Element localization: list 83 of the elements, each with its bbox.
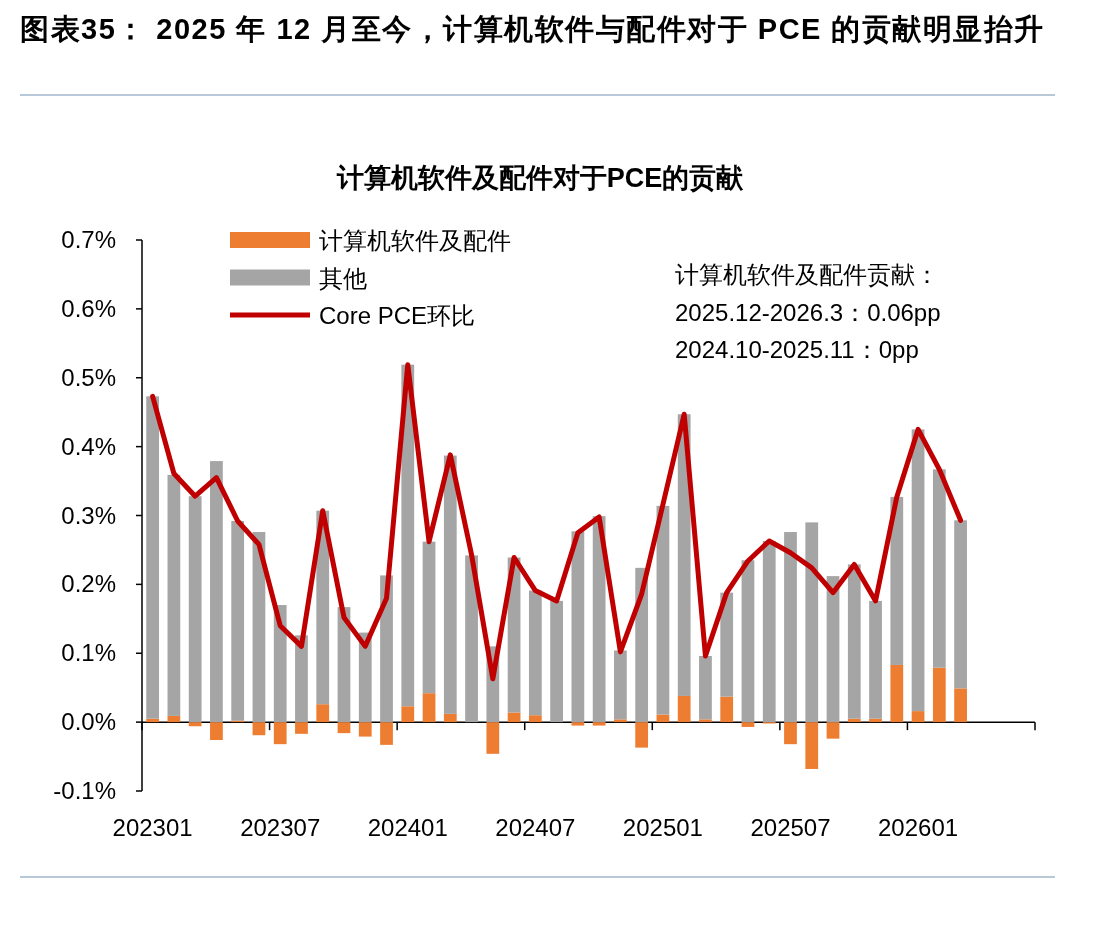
bar — [571, 531, 585, 723]
bar — [295, 635, 308, 723]
bar — [592, 516, 606, 723]
bar — [614, 650, 627, 720]
y-tick-label: 0.2% — [61, 570, 116, 598]
bar — [210, 461, 223, 723]
bar — [805, 722, 819, 769]
bar — [295, 722, 308, 734]
bar — [380, 722, 393, 745]
bar — [869, 600, 882, 719]
bar — [932, 667, 946, 723]
bar — [635, 722, 649, 748]
bar — [847, 564, 861, 719]
y-tick-label: 0.5% — [61, 363, 116, 391]
bar — [188, 722, 202, 727]
bar — [550, 600, 563, 723]
bar — [954, 520, 967, 689]
bar — [486, 722, 500, 754]
bar — [210, 722, 223, 741]
annotation: 2025.12-2026.3：0.06pp — [675, 298, 941, 326]
bar — [167, 474, 181, 716]
annotation: 2024.10-2025.11：0pp — [675, 336, 919, 363]
bar — [826, 722, 840, 739]
bar — [932, 469, 946, 668]
bar — [358, 722, 372, 737]
bar — [720, 696, 734, 723]
y-tick-label: 0.6% — [61, 294, 116, 322]
bar — [252, 722, 266, 736]
x-tick-label: 202307 — [240, 814, 321, 841]
bar — [741, 722, 755, 727]
x-tick-label: 202407 — [495, 814, 576, 841]
bar — [167, 715, 181, 723]
bar — [146, 396, 160, 719]
bar — [443, 713, 457, 723]
bar — [188, 496, 202, 723]
bar — [337, 722, 351, 734]
bar — [231, 521, 245, 721]
chart-title: 图表35： 2025 年 12 月至今，计算机软件与配件对于 PCE 的贡献明显抬升 — [20, 12, 1046, 47]
bar — [699, 656, 712, 720]
bar — [699, 719, 712, 723]
bar — [273, 605, 287, 723]
legend-label: 其他 — [319, 264, 367, 292]
bar — [528, 590, 542, 716]
bar — [465, 555, 478, 723]
bar — [614, 719, 627, 723]
x-tick-label: 202401 — [367, 814, 448, 841]
bar — [890, 664, 904, 723]
bar — [422, 693, 436, 723]
bar — [273, 722, 287, 745]
bar — [592, 722, 606, 726]
bar — [507, 712, 521, 723]
x-tick-label: 202601 — [878, 814, 959, 841]
y-tick-label: 0.1% — [61, 639, 116, 667]
y-tick-label: 0.4% — [61, 432, 116, 460]
bar — [805, 522, 819, 723]
y-tick-label: 0.7% — [61, 226, 116, 253]
x-tick-label: 202301 — [112, 814, 193, 841]
bar — [741, 560, 755, 723]
bar — [443, 455, 457, 714]
y-tick-label: 0.3% — [61, 501, 116, 529]
bar — [422, 541, 436, 694]
bar — [911, 711, 925, 723]
x-tick-label: 202501 — [622, 814, 703, 841]
bar — [784, 722, 797, 745]
bar — [528, 715, 542, 723]
bar — [954, 688, 967, 723]
bar — [911, 429, 925, 712]
legend-label: Core PCE环比 — [319, 302, 476, 329]
bar — [720, 592, 734, 697]
annotation: 计算机软件及配件贡献： — [675, 261, 939, 288]
bar — [784, 532, 797, 723]
y-tick-label: -0.1% — [53, 777, 116, 804]
bar — [401, 706, 415, 723]
bar — [762, 540, 776, 723]
bar — [656, 505, 670, 715]
bar — [571, 722, 585, 726]
bar — [890, 496, 904, 665]
y-tick-label: 0.0% — [61, 708, 116, 736]
bar — [677, 695, 691, 723]
legend-label: 计算机软件及配件 — [319, 227, 511, 254]
chart-subtitle: 计算机软件及配件对于PCE的贡献 — [335, 163, 745, 193]
x-tick-label: 202507 — [750, 814, 831, 841]
bar — [316, 704, 330, 723]
